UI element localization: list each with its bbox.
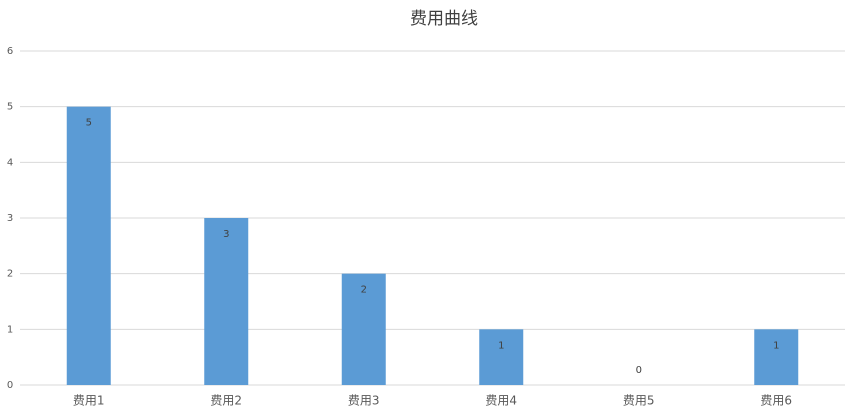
- x-tick-label: 费用4: [485, 394, 517, 408]
- data-label: 3: [223, 229, 229, 240]
- data-label: 5: [86, 118, 92, 129]
- x-tick-label: 费用3: [348, 394, 380, 408]
- y-tick-label: 5: [7, 102, 13, 113]
- y-tick-label: 2: [7, 269, 13, 280]
- data-label: 1: [498, 340, 504, 351]
- data-label: 1: [773, 340, 779, 351]
- y-tick-label: 1: [7, 324, 13, 335]
- y-tick-label: 4: [7, 157, 13, 168]
- chart-title: 费用曲线: [410, 9, 478, 29]
- x-tick-label: 费用1: [73, 394, 105, 408]
- bar: [204, 218, 249, 385]
- data-label: 2: [361, 285, 367, 296]
- bar: [66, 106, 111, 386]
- y-tick-label: 3: [7, 213, 13, 224]
- x-tick-label: 费用5: [623, 394, 655, 408]
- bar: [479, 329, 524, 385]
- x-tick-label: 费用6: [760, 394, 792, 408]
- bar: [754, 329, 799, 385]
- x-tick-label: 费用2: [210, 394, 242, 408]
- data-label: 0: [636, 365, 642, 376]
- y-tick-label: 6: [7, 46, 13, 57]
- y-tick-label: 0: [7, 380, 13, 391]
- bar: [341, 273, 386, 385]
